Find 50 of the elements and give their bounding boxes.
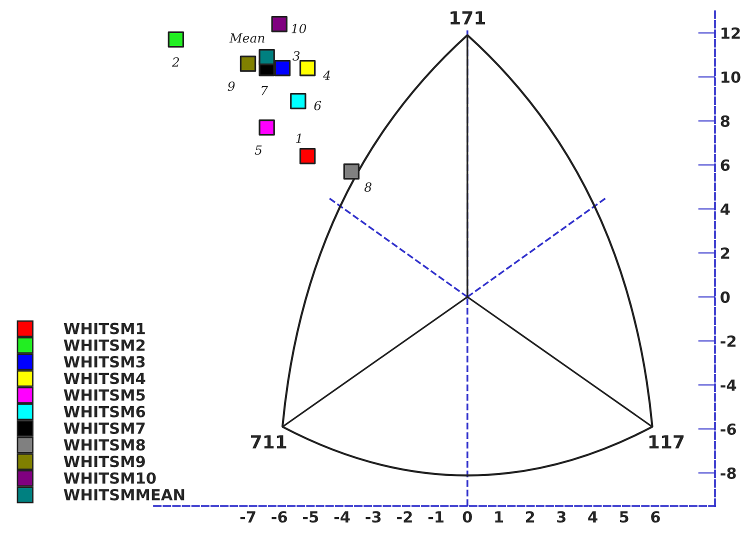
y-tick-label: -2 (720, 335, 736, 347)
annotation: 117 (649, 435, 684, 448)
x-tick-label: -2 (397, 511, 412, 522)
y-tick-label: -4 (720, 380, 736, 391)
legend-label: WHITSM1 (64, 322, 145, 334)
y-tick-label: 8 (720, 115, 730, 127)
legend-label: WHITSMMEAN (64, 488, 184, 501)
annotation: Mean (229, 33, 264, 43)
y-tick-label: -6 (720, 423, 736, 435)
annotation: 711 (250, 435, 286, 448)
x-tick-label: -6 (272, 511, 288, 523)
annotation: 5 (254, 145, 262, 155)
y-tick-label: 12 (722, 27, 740, 39)
annotation: 4 (322, 70, 330, 80)
x-tick-label: -1 (428, 511, 444, 522)
y-tick-label: 2 (721, 247, 730, 259)
legend-label: WHITSM2 (64, 339, 145, 351)
y-tick-label: -8 (720, 467, 736, 479)
x-tick-label: 4 (588, 511, 598, 522)
x-tick-label: -5 (303, 511, 318, 523)
legend-label: WHITSM3 (64, 356, 145, 368)
legend-label: WHITSM8 (64, 439, 145, 451)
annotation: 171 (450, 11, 486, 24)
x-tick-label: -4 (334, 511, 350, 522)
legend-label: WHITSM9 (64, 456, 145, 468)
x-tick-label: 3 (557, 511, 566, 523)
annotation: 10 (292, 24, 306, 34)
annotation: 7 (262, 86, 268, 96)
x-tick-label: -3 (366, 511, 381, 523)
annotation: 9 (228, 81, 235, 91)
x-tick-label: 5 (620, 511, 628, 523)
legend-label: WHITSM10 (64, 472, 156, 484)
x-tick-label: 6 (651, 511, 660, 523)
legend-label: WHITSM6 (64, 406, 146, 418)
annotation: 3 (292, 51, 300, 61)
x-tick-label: 0 (462, 511, 472, 523)
y-tick-label: 6 (720, 159, 730, 171)
x-tick-label: 2 (526, 511, 534, 522)
x-tick-label: -7 (240, 511, 256, 522)
legend-label: WHITSM4 (64, 372, 146, 384)
y-tick-label: 10 (722, 71, 740, 83)
y-tick-label: 0 (720, 291, 730, 303)
annotation: 1 (296, 134, 301, 143)
y-tick-label: 4 (720, 204, 730, 215)
annotation: 6 (314, 100, 322, 110)
annotation: 8 (364, 182, 372, 192)
legend-label: WHITSM5 (64, 389, 145, 401)
x-tick-label: 1 (495, 511, 504, 522)
legend-label: WHITSM7 (64, 422, 145, 434)
annotation: 2 (172, 57, 180, 67)
